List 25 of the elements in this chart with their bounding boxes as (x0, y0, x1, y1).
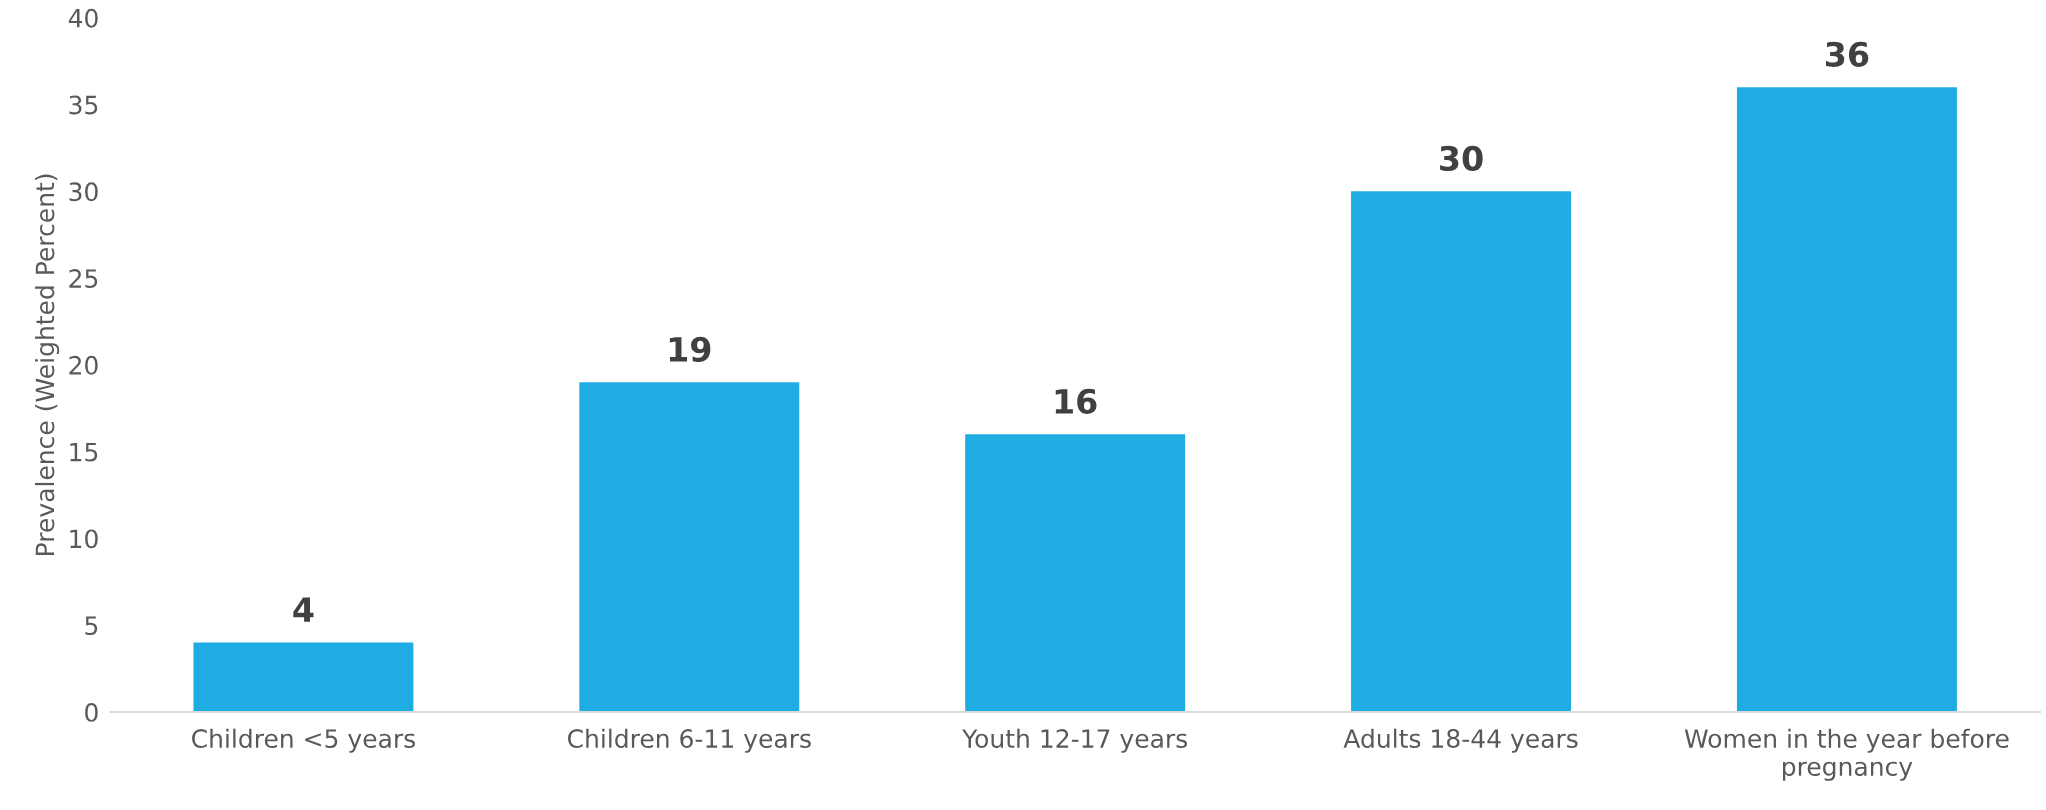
x-tick-label: Youth 12-17 years (962, 728, 1187, 753)
y-tick-label: 35 (69, 95, 98, 115)
data-label: 30 (1440, 145, 1483, 172)
y-tick-label: 0 (85, 702, 98, 722)
x-tick-label: Children <5 years (192, 728, 415, 753)
x-tick-label: Women in the year before pregnancy (1684, 728, 2009, 781)
data-label: 16 (1055, 388, 1097, 414)
bar (193, 642, 414, 712)
y-tick-label: 10 (70, 529, 98, 549)
y-tick-label: 30 (69, 182, 98, 202)
bar (1736, 87, 1957, 712)
y-tick-label: 25 (69, 269, 98, 288)
data-label: 4 (293, 597, 314, 622)
y-tick-label: 5 (85, 616, 98, 636)
bar (579, 382, 800, 712)
data-label: 19 (669, 336, 711, 362)
x-tick-label: Adults 18-44 years (1343, 728, 1578, 753)
y-tick-label: 15 (70, 442, 98, 462)
data-label: 36 (1825, 41, 1869, 67)
x-tick-label: Children 6-11 years (567, 728, 811, 753)
y-tick-label: 40 (68, 8, 98, 28)
y-axis-title: Prevalence (Weighted Percent) (35, 174, 60, 555)
y-tick-label: 20 (69, 355, 98, 375)
bar (1351, 191, 1572, 712)
bar (965, 434, 1186, 712)
